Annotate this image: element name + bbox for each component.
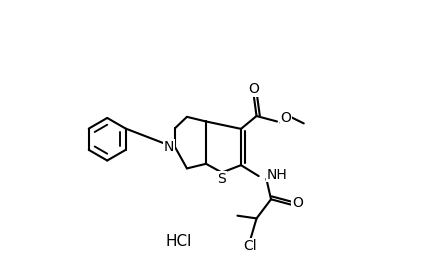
- Text: O: O: [280, 111, 291, 125]
- Text: HCl: HCl: [165, 234, 192, 249]
- Text: NH: NH: [267, 168, 288, 182]
- Text: S: S: [217, 171, 226, 186]
- Text: N: N: [164, 140, 174, 154]
- Text: O: O: [292, 195, 303, 210]
- Text: O: O: [248, 82, 259, 96]
- Text: Cl: Cl: [244, 239, 257, 253]
